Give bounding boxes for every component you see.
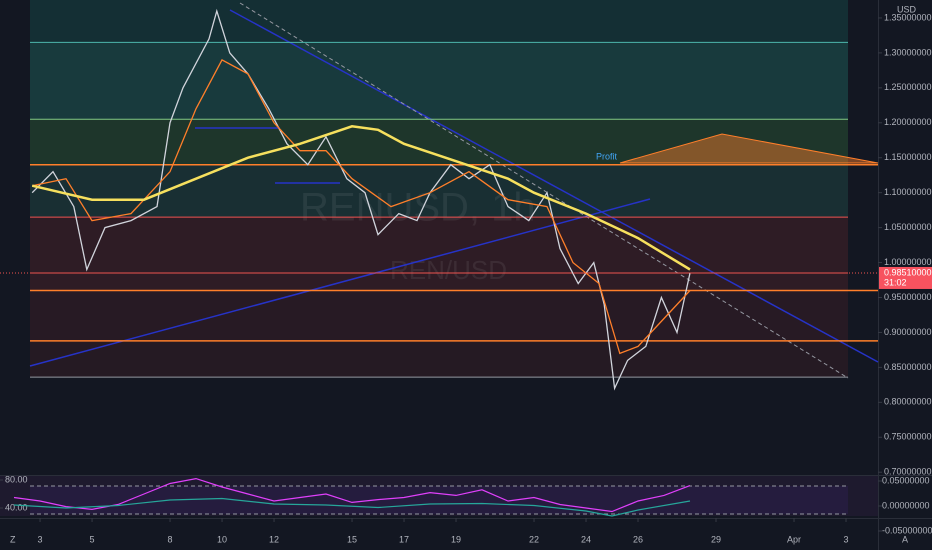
y-tick-label: 1.05000000: [884, 222, 932, 232]
x-tick-label: 29: [711, 534, 721, 544]
currency-label: USD: [897, 4, 917, 14]
x-tick-label: 10: [217, 534, 227, 544]
watermark-symbol: REN/USD: [390, 255, 507, 285]
y2-tick-label: -0.05000000: [882, 525, 932, 535]
x-tick-label: 26: [633, 534, 643, 544]
x-tick-label: 3: [844, 534, 849, 544]
x-tick-label: 5: [90, 534, 95, 544]
y2-tick-label: 0.05000000: [882, 475, 930, 485]
watermark: RENUSD, 1h: [300, 186, 536, 230]
last-price-box: [879, 266, 932, 289]
fib-zone: [30, 119, 848, 165]
y-tick-label: 0.75000000: [884, 432, 932, 442]
x-tick-label: 12: [269, 534, 279, 544]
y-tick-label: 40.00: [5, 502, 28, 512]
y-tick-label: 1.30000000: [884, 47, 932, 57]
trendline: [29, 198, 651, 367]
fib-zone: [30, 273, 848, 291]
series-line: [13, 497, 691, 517]
auto-scale-button[interactable]: A: [902, 534, 908, 544]
annotation: Profit: [596, 151, 618, 161]
fib-zone: [30, 0, 848, 43]
fib-zone: [30, 42, 848, 120]
y-tick-label: 0.70000000: [884, 467, 932, 477]
x-tick-label: 17: [399, 534, 409, 544]
y-tick-label: 1.20000000: [884, 117, 932, 127]
x-tick-label: 3: [38, 534, 43, 544]
trendline: [229, 9, 879, 363]
y-tick-label: 80.00: [5, 474, 28, 484]
last-price-label: 0.98510000: [884, 267, 932, 277]
series-line: [13, 477, 691, 513]
fib-zone: [30, 340, 848, 378]
y2-tick-label: 0.00000000: [882, 500, 930, 510]
x-tick-label: 24: [581, 534, 591, 544]
fib-zone: [30, 217, 848, 274]
fib-zone: [30, 290, 848, 341]
x-tick-label: 19: [451, 534, 461, 544]
series-line: [31, 125, 691, 271]
x-tick-label: 22: [529, 534, 539, 544]
timezone-button[interactable]: Z: [10, 534, 16, 544]
profit-shape: [619, 133, 879, 164]
y-tick-label: 1.25000000: [884, 82, 932, 92]
y-tick-label: 1.10000000: [884, 187, 932, 197]
y-tick-label: 0.90000000: [884, 327, 932, 337]
y-tick-label: 1.35000000: [884, 12, 932, 22]
countdown: 31:02: [884, 277, 907, 287]
x-tick-label: Apr: [787, 534, 801, 544]
x-tick-label: 15: [347, 534, 357, 544]
y-tick-label: 0.85000000: [884, 362, 932, 372]
y-tick-label: 0.80000000: [884, 397, 932, 407]
y-tick-label: 1.15000000: [884, 152, 932, 162]
trendline-dashed: [239, 2, 849, 379]
y-tick-label: 1.00000000: [884, 257, 932, 267]
y-tick-label: 0.95000000: [884, 292, 932, 302]
x-tick-label: 8: [168, 534, 173, 544]
series-line: [32, 59, 691, 355]
